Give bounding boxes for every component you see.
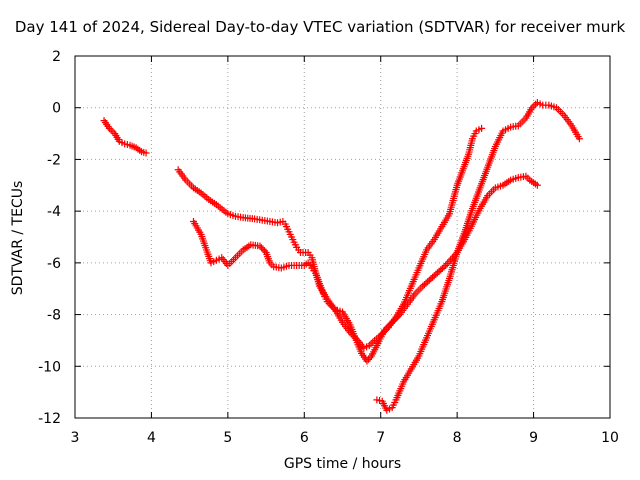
- data-point: [440, 263, 448, 271]
- y-tick-label: -10: [38, 359, 61, 375]
- data-point: [435, 267, 443, 275]
- data-point: [425, 276, 433, 284]
- data-point: [107, 126, 115, 134]
- data-point: [366, 354, 374, 362]
- data-point: [363, 357, 371, 365]
- data-point: [257, 244, 265, 252]
- y-tick-label: 2: [52, 49, 61, 65]
- data-point: [424, 278, 432, 286]
- data-point: [427, 275, 435, 283]
- data-point: [533, 181, 541, 189]
- y-tick-label: -6: [47, 256, 61, 272]
- data-points: [100, 99, 583, 414]
- data-point: [430, 272, 438, 280]
- y-tick-label: 0: [52, 101, 61, 117]
- data-point: [420, 281, 428, 289]
- x-tick-label: 8: [453, 430, 462, 446]
- data-point: [437, 266, 445, 274]
- y-tick-label: -2: [47, 152, 61, 168]
- grid: [75, 56, 610, 418]
- data-point: [419, 282, 427, 290]
- series-segment-3: [189, 172, 541, 365]
- x-tick-label: 4: [147, 430, 156, 446]
- data-point: [443, 260, 451, 268]
- x-tick-label: 6: [300, 430, 309, 446]
- axes: [74, 55, 611, 419]
- y-axis-label: SDTVAR / TECUs: [10, 180, 26, 296]
- y-tick-label: -8: [47, 308, 61, 324]
- data-point: [478, 124, 486, 132]
- x-tick-label: 3: [71, 430, 80, 446]
- data-point: [142, 149, 150, 157]
- data-point: [433, 269, 441, 277]
- x-tick-label: 7: [376, 430, 385, 446]
- series-segment-4: [373, 99, 583, 414]
- data-point: [429, 273, 437, 281]
- data-point: [364, 355, 372, 363]
- x-tick-label: 10: [601, 430, 619, 446]
- y-tick-label: -4: [47, 204, 61, 220]
- data-point: [445, 258, 453, 266]
- chart-title: Day 141 of 2024, Sidereal Day-to-day VTE…: [14, 18, 626, 36]
- tick-labels: 3 4 5 6 7 8 9 10 2 0 -2 -4 -6 -8 -10 -12: [38, 49, 619, 446]
- series-segment-1: [100, 117, 150, 157]
- x-tick-label: 5: [223, 430, 232, 446]
- plot-border: [74, 55, 611, 419]
- y-tick-label: -12: [38, 411, 61, 427]
- data-point: [261, 247, 269, 255]
- data-point: [575, 135, 583, 143]
- data-point: [438, 264, 446, 272]
- data-point: [432, 270, 440, 278]
- x-tick-label: 9: [529, 430, 538, 446]
- data-point: [259, 245, 267, 253]
- x-axis-label: GPS time / hours: [283, 456, 402, 472]
- data-point: [422, 279, 430, 287]
- data-point: [256, 242, 264, 250]
